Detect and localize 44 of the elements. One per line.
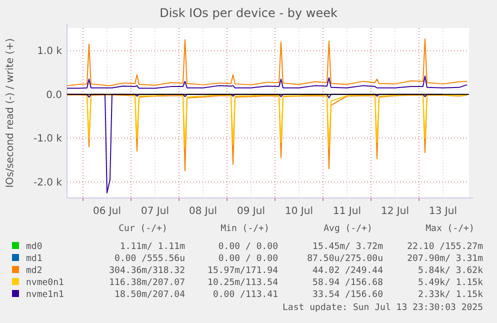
text: Avg (-/+): [324, 224, 372, 234]
legend-label: md2: [26, 266, 42, 276]
x-tick-label: 08 Jul: [189, 206, 217, 217]
y-tick-label: -1.0 k: [34, 134, 62, 145]
text: 15.45m/ 3.72m: [312, 242, 383, 252]
chart-title: Disk IOs per device - by week: [160, 6, 338, 20]
text: 0.00 / 0.00: [218, 254, 278, 264]
text: 0.00 /555.56u: [114, 254, 185, 264]
text: 2.33k/ 1.15k: [418, 290, 484, 300]
text: Last update: Sun Jul 13 23:30:03 2025: [282, 303, 483, 313]
text: 1.11m/ 1.11m: [120, 242, 185, 252]
text: 58.94 /156.68: [312, 278, 383, 288]
text: 5.49k/ 1.15k: [418, 278, 484, 288]
y-axis-title: IOs/second read (-) / write (+): [5, 38, 16, 188]
y-tick-label: 0.0: [46, 90, 62, 101]
text: 18.50m/207.04: [114, 290, 185, 300]
legend-label: nvme0n1: [26, 278, 64, 288]
legend-label: md1: [26, 254, 42, 264]
x-tick-label: 11 Jul: [333, 206, 361, 217]
x-tick-label: 06 Jul: [93, 206, 121, 217]
x-tick-label: 13 Jul: [429, 206, 457, 217]
legend-label: md0: [26, 242, 42, 252]
text: 44.02 /249.44: [312, 266, 383, 276]
x-tick-label: 12 Jul: [381, 206, 409, 217]
text: 87.50u/275.00u: [307, 254, 383, 264]
y-tick-label: 1.0 k: [37, 46, 62, 58]
text: 33.54 /156.60: [312, 290, 383, 300]
text: 5.84k/ 3.62k: [418, 266, 484, 276]
text: 0.00 /113.41: [212, 290, 278, 300]
x-tick-label: 09 Jul: [237, 206, 265, 217]
x-tick-label: 07 Jul: [141, 206, 169, 217]
text: 10.25m/113.54: [208, 278, 278, 288]
text: 207.90m/ 3.31m: [407, 254, 483, 264]
y-tick-label: -2.0 k: [34, 177, 62, 188]
text: 116.38m/207.07: [109, 278, 185, 288]
text: 304.36m/318.32: [109, 266, 185, 276]
text: Cur (-/+): [118, 224, 168, 234]
x-tick-label: 10 Jul: [285, 206, 313, 217]
text: 15.97m/171.94: [208, 266, 278, 276]
text: Max (-/+): [426, 224, 474, 234]
text: 0.00 / 0.00: [218, 242, 278, 252]
text: 22.10 /155.27m: [407, 242, 483, 252]
legend-label: nvme1n1: [26, 290, 64, 300]
text: Min (-/+): [220, 224, 270, 234]
